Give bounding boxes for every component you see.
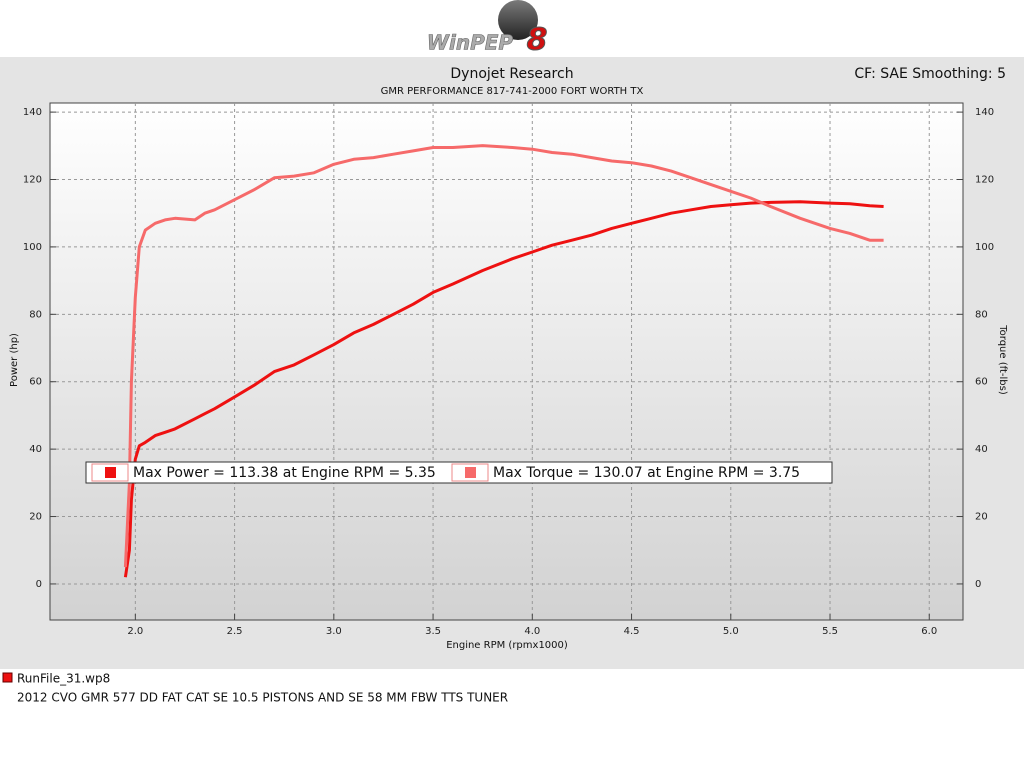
logo: WinPEP (427, 31, 513, 55)
y-tick-label: 20 (29, 512, 42, 523)
y2-tick-label: 80 (975, 309, 988, 320)
y-tick-label: 60 (29, 377, 42, 388)
x-tick-label: 4.5 (624, 626, 640, 637)
run-description: 2012 CVO GMR 577 DD FAT CAT SE 10.5 PIST… (17, 691, 508, 705)
run-file-icon (2, 672, 13, 683)
y-axis-label: Power (hp) (9, 333, 20, 387)
data-line (123, 144, 884, 568)
chart-subtitle: GMR PERFORMANCE 817-741-2000 FORT WORTH … (381, 86, 644, 97)
run-file: RunFile_31.wp8 (17, 672, 110, 686)
y-tick-label: 40 (29, 444, 42, 455)
x-axis-label: Engine RPM (rpmx1000) (446, 640, 568, 651)
y2-tick-label: 0 (975, 579, 981, 590)
y-tick-label: 100 (23, 242, 42, 253)
chart-title: Dynojet Research (450, 66, 573, 82)
y-tick-label: 140 (23, 107, 42, 118)
x-tick-label: 2.5 (227, 626, 243, 637)
legend-swatch (465, 467, 476, 478)
y2-tick-label: 120 (975, 175, 994, 186)
y2-tick-label: 20 (975, 512, 988, 523)
y2-tick-label: 40 (975, 444, 988, 455)
x-tick-label: 2.0 (127, 626, 143, 637)
x-tick-label: 5.5 (822, 626, 838, 637)
y2-tick-label: 60 (975, 377, 988, 388)
y-tick-label: 0 (36, 579, 42, 590)
y2-tick-label: 140 (975, 107, 994, 118)
logo-number: 8 (527, 23, 548, 58)
annotation: CF: SAE Smoothing: 5 (854, 66, 1006, 82)
x-tick-label: 5.0 (723, 626, 739, 637)
x-tick-label: 3.5 (425, 626, 441, 637)
y-tick-label: 120 (23, 175, 42, 186)
legend-entry: Max Power = 113.38 at Engine RPM = 5.35 (133, 465, 436, 481)
y-tick-label: 80 (29, 309, 42, 320)
x-tick-label: 4.0 (524, 626, 540, 637)
x-tick-label: 6.0 (921, 626, 937, 637)
logo-gauge (498, 0, 538, 40)
y2-tick-label: 100 (975, 242, 994, 253)
legend-swatch (105, 467, 116, 478)
y2-axis-label: Torque (ft-lbs) (997, 324, 1008, 395)
legend-entry: Max Torque = 130.07 at Engine RPM = 3.75 (493, 465, 800, 481)
plot-area (49, 102, 964, 621)
data-line (123, 200, 884, 578)
x-tick-label: 3.0 (326, 626, 342, 637)
